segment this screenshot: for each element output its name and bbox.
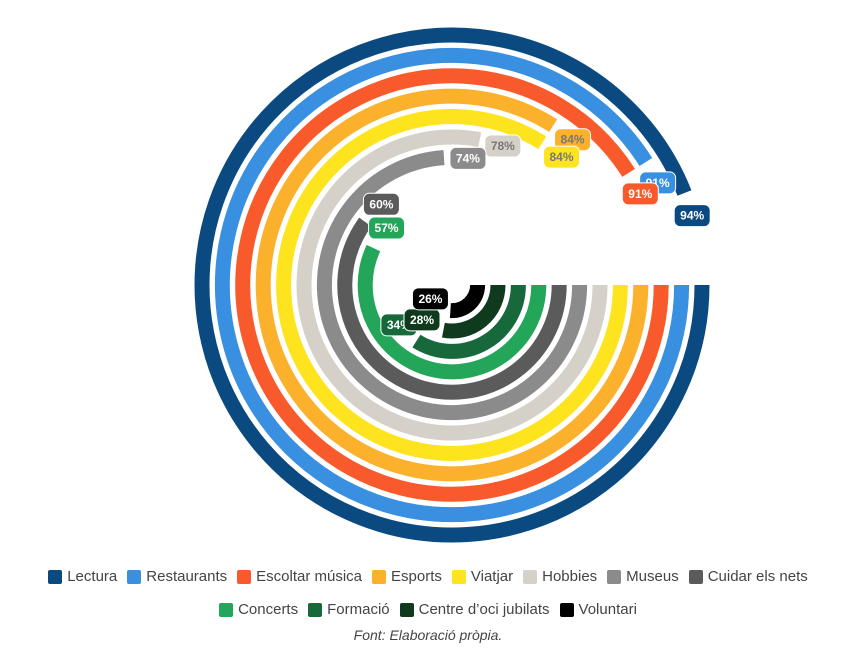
data-label-box	[673, 204, 711, 228]
data-label: 91%	[621, 182, 659, 206]
data-label-text: 26%	[418, 292, 442, 306]
legend-label: Lectura	[67, 568, 118, 585]
radial-bar	[235, 68, 669, 502]
footnote: Font: Elaboració pròpia.	[353, 627, 503, 643]
radial-bar	[296, 129, 608, 441]
data-label-text: 74%	[456, 151, 480, 165]
legend-label: Esports	[391, 568, 442, 585]
legend-swatch	[688, 569, 703, 584]
data-label-box	[621, 182, 659, 206]
data-label: 84%	[543, 145, 581, 169]
data-label-box	[411, 287, 449, 311]
radial-bar	[214, 47, 690, 523]
legend-item[interactable]: Formació	[308, 601, 390, 618]
radial-bar	[194, 27, 710, 543]
data-label: 26%	[411, 287, 449, 311]
radial-bar	[412, 284, 526, 359]
data-label-text: 57%	[375, 221, 399, 235]
legend-swatch	[399, 602, 414, 617]
data-label-box	[484, 134, 522, 158]
legend-label: Escoltar música	[256, 568, 363, 585]
legend-item[interactable]: Lectura	[48, 568, 117, 585]
radial-bar	[357, 244, 547, 380]
data-label-text: 91%	[628, 187, 652, 201]
data-label: 60%	[362, 192, 400, 216]
legend-item[interactable]: Concerts	[219, 601, 298, 618]
legend-label: Concerts	[238, 601, 299, 618]
legend-swatch	[127, 569, 142, 584]
legend-swatch	[372, 569, 387, 584]
legend-item[interactable]: Viatjar	[451, 568, 514, 585]
legend-item[interactable]: Voluntari	[559, 601, 637, 618]
legend: Lectura Restaurants Escoltar música Esports…	[0, 568, 856, 618]
radial-plot: 94%91%91%84%84%78%74%60%57%34% 28%26%	[194, 27, 711, 543]
data-label: 78%	[484, 134, 522, 158]
radial-bar	[441, 284, 506, 339]
legend-swatch	[308, 602, 323, 617]
data-label: 84%	[554, 128, 592, 152]
legend-swatch	[523, 569, 538, 584]
data-label-text: 94%	[680, 209, 704, 223]
radial-bar	[316, 150, 588, 421]
legend-label: Cuidar els nets	[707, 568, 808, 585]
legend-swatch	[48, 569, 63, 584]
data-label-text: 28%	[410, 313, 434, 327]
data-label-text: 84%	[561, 133, 585, 147]
legend-swatch	[559, 602, 574, 617]
radial-bar	[255, 88, 649, 482]
legend-item[interactable]: Centre d’oci jubilats	[399, 601, 550, 618]
legend-label: Museus	[626, 568, 679, 585]
legend-swatch	[219, 602, 234, 617]
legend-item[interactable]: Escoltar música	[237, 568, 362, 585]
data-label-text: 78%	[491, 139, 515, 153]
data-label-box	[449, 146, 487, 170]
data-label-box	[543, 145, 581, 169]
legend-item[interactable]: Hobbies	[523, 568, 597, 585]
legend-swatch	[607, 569, 622, 584]
radial-bar	[337, 217, 567, 400]
data-label-box	[368, 216, 406, 240]
legend-item[interactable]: Museus	[607, 568, 679, 585]
legend-item[interactable]: Restaurants	[127, 568, 227, 585]
legend-item[interactable]: Cuidar els nets	[688, 568, 808, 585]
radial-bar	[276, 109, 628, 461]
legend-label: Centre d’oci jubilats	[418, 601, 550, 618]
data-label: 28%	[403, 308, 441, 332]
radial-bar	[449, 284, 486, 319]
legend-label: Viatjar	[470, 568, 514, 585]
legend-label: Formació	[327, 601, 390, 618]
data-label-text: 84%	[549, 150, 573, 164]
data-label: 57%	[368, 216, 406, 240]
data-label: 94%	[673, 204, 711, 228]
legend-swatch	[451, 569, 466, 584]
legend-label: Restaurants	[146, 568, 228, 585]
legend-item[interactable]: Esports	[372, 568, 442, 585]
data-label-text: 60%	[369, 197, 393, 211]
data-label: 74%	[449, 146, 487, 170]
data-label-box	[362, 192, 400, 216]
legend-label: Hobbies	[542, 568, 598, 585]
legend-label: Voluntari	[578, 601, 637, 618]
legend-swatch	[237, 569, 252, 584]
